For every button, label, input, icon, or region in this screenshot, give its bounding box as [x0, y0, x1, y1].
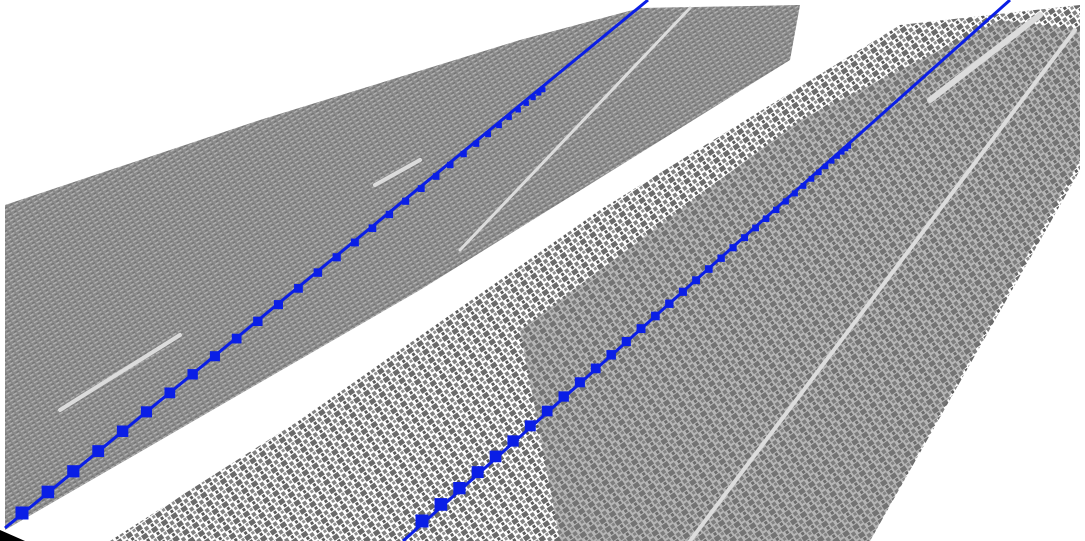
trajectory-marker: [42, 486, 55, 499]
trajectory-marker: [461, 151, 467, 157]
trajectory-marker: [117, 426, 128, 437]
trajectory-marker: [232, 334, 242, 344]
trajectory-marker: [351, 239, 359, 247]
trajectory-marker: [496, 122, 502, 128]
trajectory-marker: [418, 185, 425, 192]
trajectory-marker: [741, 234, 748, 241]
trajectory-marker: [453, 482, 465, 494]
trajectory-marker: [559, 391, 569, 401]
trajectory-marker: [416, 515, 429, 528]
trajectory-marker: [314, 268, 322, 276]
trajectory-marker: [531, 95, 536, 100]
trajectory-marker: [16, 507, 29, 520]
trajectory-marker: [729, 244, 736, 251]
trajectory-marker: [823, 164, 828, 169]
trajectory-marker: [622, 337, 631, 346]
trajectory-marker: [92, 445, 104, 457]
trajectory-marker: [187, 369, 197, 379]
trajectory-marker: [294, 284, 303, 293]
trajectory-marker: [540, 87, 545, 92]
trajectory-marker: [846, 144, 851, 149]
trajectory-marker: [274, 300, 283, 309]
trajectory-marker: [809, 176, 815, 182]
trajectory-marker: [717, 254, 724, 261]
trajectory-marker: [506, 114, 512, 120]
trajectory-marker: [210, 351, 220, 361]
trajectory-marker: [542, 406, 553, 417]
corner-shadow: [0, 530, 25, 541]
trajectory-marker: [692, 276, 700, 284]
trajectory-marker: [524, 101, 529, 106]
trajectory-marker: [606, 350, 615, 359]
trajectory-marker: [253, 317, 262, 326]
trajectory-marker: [816, 170, 822, 176]
point-cloud-view: [0, 0, 1085, 541]
trajectory-marker: [679, 288, 687, 296]
trajectory-marker: [141, 406, 152, 417]
trajectory-marker: [835, 154, 840, 159]
trajectory-marker: [591, 364, 601, 374]
trajectory-marker: [447, 162, 453, 168]
trajectory-marker: [705, 265, 713, 273]
trajectory-marker: [792, 190, 798, 196]
trajectory-marker: [515, 107, 520, 112]
trajectory-marker: [651, 312, 660, 321]
trajectory-marker: [402, 198, 409, 205]
trajectory-marker: [507, 435, 518, 446]
trajectory-marker: [665, 300, 673, 308]
trajectory-marker: [829, 158, 834, 163]
trajectory-marker: [386, 211, 393, 218]
page: (() => { JSON.parse(document.getElementB…: [0, 0, 1085, 541]
trajectory-marker: [333, 253, 341, 261]
trajectory-marker: [525, 420, 536, 431]
trajectory-marker: [164, 387, 175, 398]
trajectory-marker: [67, 465, 79, 477]
trajectory-marker: [490, 451, 502, 463]
trajectory-marker: [435, 498, 448, 511]
trajectory-marker: [637, 324, 646, 333]
trajectory-marker: [763, 215, 770, 222]
trajectory-marker: [433, 173, 440, 180]
trajectory-marker: [752, 225, 759, 232]
trajectory-marker: [473, 141, 479, 147]
trajectory-marker: [472, 466, 484, 478]
trajectory-marker: [369, 224, 377, 232]
trajectory-marker: [800, 183, 806, 189]
trajectory-marker: [773, 207, 779, 213]
trajectory-marker: [575, 377, 585, 387]
trajectory-marker: [485, 131, 491, 137]
trajectory-marker: [783, 198, 789, 204]
